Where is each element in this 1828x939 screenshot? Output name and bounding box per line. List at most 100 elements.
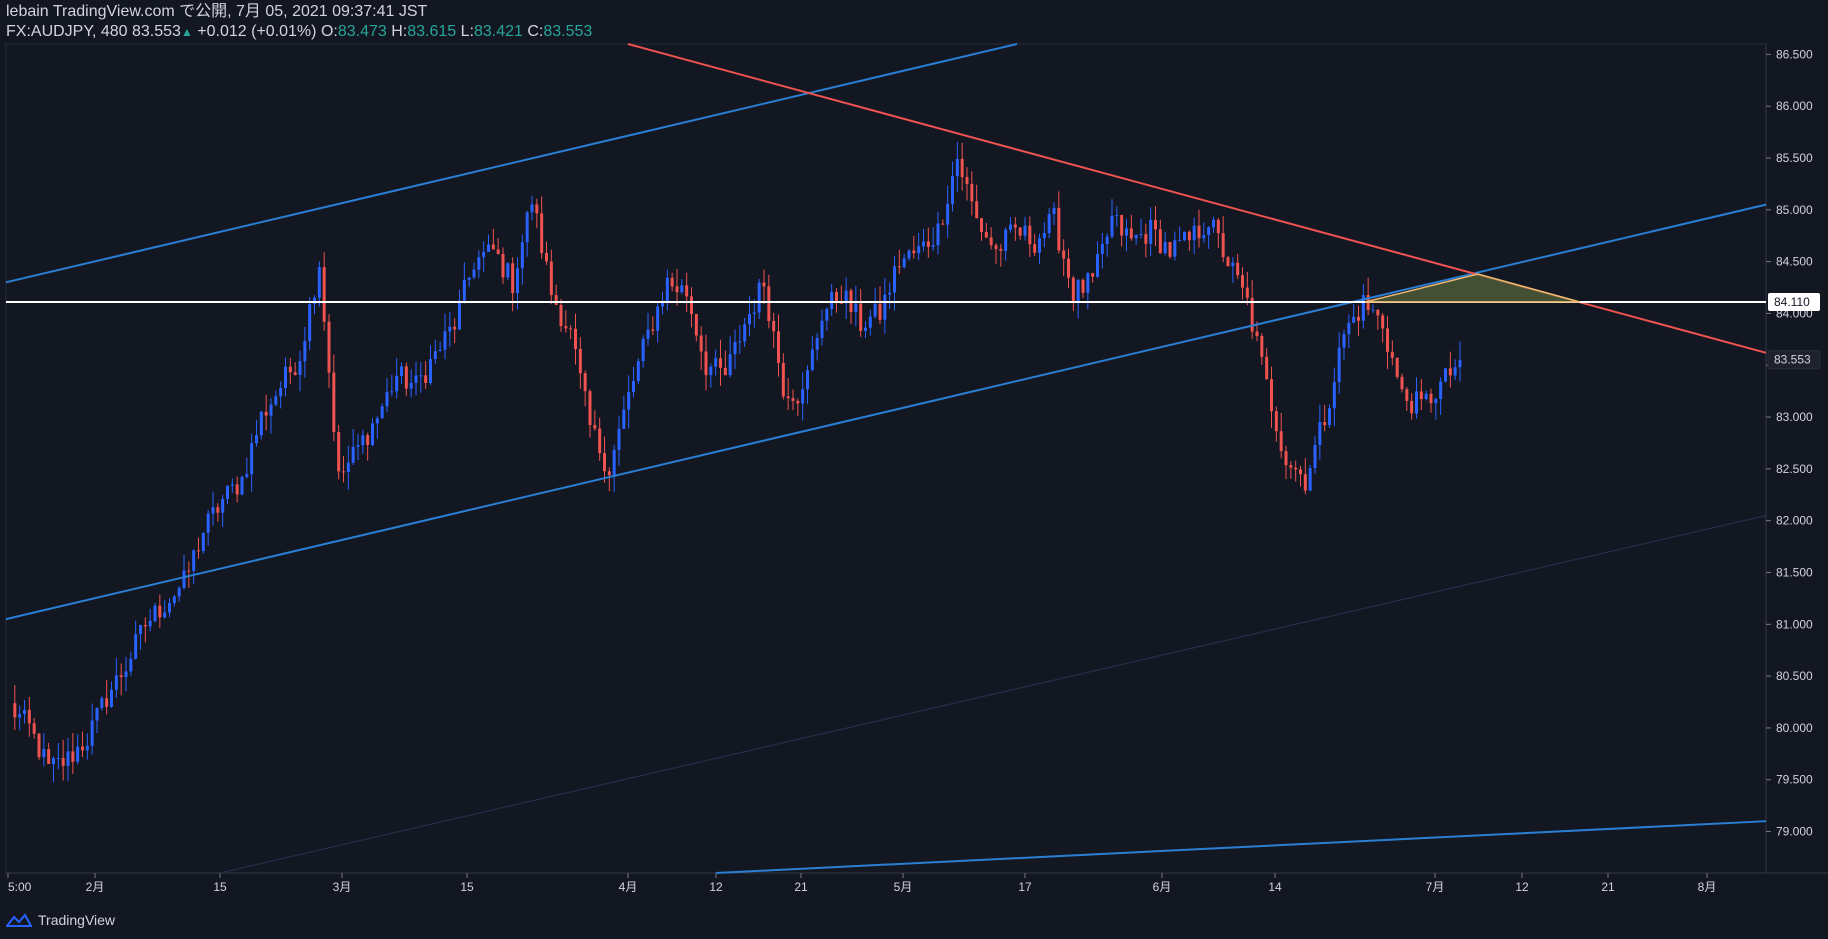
candle-body — [404, 366, 408, 389]
candle-body — [1323, 422, 1327, 426]
candle-body — [197, 550, 200, 552]
horizontal-level-badge — [1768, 293, 1820, 312]
candle-body — [1023, 225, 1027, 236]
candle-body — [951, 176, 954, 204]
last-price-label: 83.553 — [1774, 353, 1811, 367]
candle-body — [835, 292, 838, 303]
candle-body — [390, 391, 394, 393]
plot-area[interactable] — [5, 43, 1767, 874]
candle-body — [1202, 235, 1206, 239]
candle-body — [772, 320, 776, 332]
candle-body — [293, 372, 297, 376]
candle-body — [259, 411, 263, 436]
candle-body — [1149, 219, 1153, 244]
x-tick-label: 3月 — [333, 880, 352, 894]
candle-body — [999, 248, 1003, 251]
candle-body — [781, 362, 785, 397]
candle-body — [1110, 215, 1114, 237]
candle-body — [201, 532, 205, 552]
candle-body — [429, 359, 432, 384]
candle-body — [801, 389, 805, 404]
candle-body — [467, 277, 471, 280]
candle-body — [1221, 233, 1225, 258]
candle-body — [757, 282, 761, 313]
candle-body — [42, 749, 46, 758]
candle-body — [172, 596, 176, 604]
candle-body — [612, 449, 616, 476]
y-tick-label: 82.500 — [1776, 462, 1813, 476]
candle-body — [1134, 235, 1138, 239]
candle-body — [897, 266, 901, 268]
last-price-badge — [1767, 350, 1821, 370]
candle-body — [433, 351, 437, 360]
candle-body — [81, 746, 84, 751]
candle-body — [1038, 238, 1041, 253]
y-tick-label: 80.500 — [1776, 669, 1813, 683]
candle-body — [1352, 316, 1356, 323]
channel-bottom-line[interactable] — [715, 820, 1767, 874]
candle-body — [23, 709, 26, 715]
candle-body — [1139, 234, 1143, 236]
candle-body — [965, 177, 969, 184]
candle-body — [569, 328, 573, 330]
candle-body — [158, 605, 162, 618]
candle-body — [139, 625, 142, 635]
candle-body — [1178, 240, 1182, 242]
candle-body — [752, 312, 756, 314]
candle-body — [27, 709, 31, 724]
candle-body — [361, 435, 365, 446]
candle-body — [810, 349, 814, 371]
candle-body — [71, 751, 75, 762]
candle-body — [124, 671, 128, 677]
candle-body — [1318, 422, 1322, 445]
candle-body — [960, 158, 964, 178]
candle-body — [491, 244, 495, 250]
candle-body — [675, 286, 679, 293]
y-tick-label: 85.500 — [1776, 151, 1813, 165]
candle-body — [902, 258, 906, 268]
candle-body — [380, 406, 384, 419]
y-tick-label: 79.500 — [1776, 773, 1813, 787]
candle-body — [1429, 393, 1433, 404]
y-tick-label: 83.000 — [1776, 410, 1813, 424]
candle-body — [1231, 262, 1235, 267]
candle-body — [192, 550, 196, 571]
candle-body — [1183, 231, 1186, 241]
candle-body — [47, 749, 51, 765]
candle-body — [472, 269, 476, 278]
candle-body — [37, 733, 41, 758]
candle-body — [1250, 297, 1254, 332]
triangle-pattern[interactable] — [1364, 273, 1581, 303]
candle-body — [1361, 295, 1365, 321]
candle-body — [622, 409, 626, 429]
channel-mid-faint-line[interactable] — [219, 515, 1767, 874]
candle-body — [830, 292, 834, 309]
x-tick-label: 2月 — [86, 880, 105, 894]
candle-body — [656, 306, 660, 331]
candle-body — [1120, 215, 1124, 236]
candle-body — [148, 620, 152, 627]
candle-body — [762, 282, 766, 287]
candle-body — [1434, 398, 1438, 404]
candle-body — [1009, 224, 1012, 230]
candle-body — [487, 244, 490, 252]
candle-body — [1303, 474, 1307, 491]
candle-body — [646, 329, 650, 339]
candle-body — [1386, 328, 1389, 352]
candle-body — [18, 714, 22, 718]
candle-body — [61, 757, 65, 766]
candle-body — [235, 484, 239, 495]
price-chart[interactable]: 86.50086.00085.50085.00084.50084.00083.5… — [0, 0, 1828, 905]
close-value: 83.553 — [543, 23, 593, 40]
candle-body — [975, 201, 979, 219]
x-tick-label: 21 — [794, 880, 808, 894]
candle-body — [593, 425, 597, 429]
candle-body — [636, 361, 640, 382]
channel-upper-line[interactable] — [5, 43, 1018, 284]
footer: TradingView — [6, 910, 115, 930]
candle-body — [32, 723, 36, 734]
candle-body — [670, 277, 674, 287]
candle-body — [1299, 469, 1302, 475]
candle-body — [1028, 225, 1032, 245]
candle-body — [941, 223, 945, 225]
